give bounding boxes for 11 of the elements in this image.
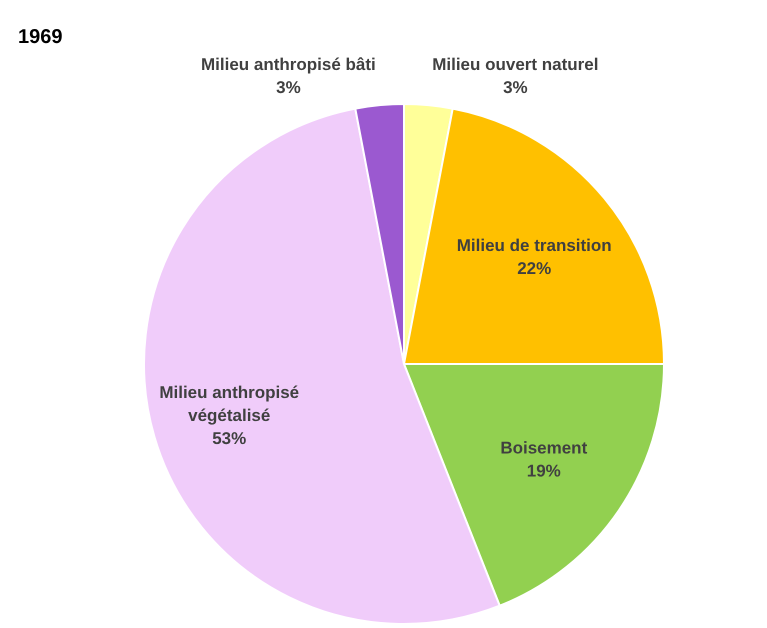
slice-label: Milieu ouvert naturel: [432, 55, 598, 74]
data-label: 22%: [517, 258, 552, 278]
slice-label: Milieu anthropisé bâti: [201, 55, 376, 74]
slice-label: Milieu anthropisé végétalisé: [159, 382, 300, 425]
data-label: 3%: [276, 78, 301, 98]
chart-title: 1969: [18, 26, 62, 49]
slice-label: Milieu de transition: [456, 236, 612, 255]
data-label: 53%: [212, 428, 246, 448]
data-label: 3%: [503, 78, 528, 98]
data-label: 19%: [526, 461, 561, 480]
slice-label: Boisement: [500, 438, 588, 458]
